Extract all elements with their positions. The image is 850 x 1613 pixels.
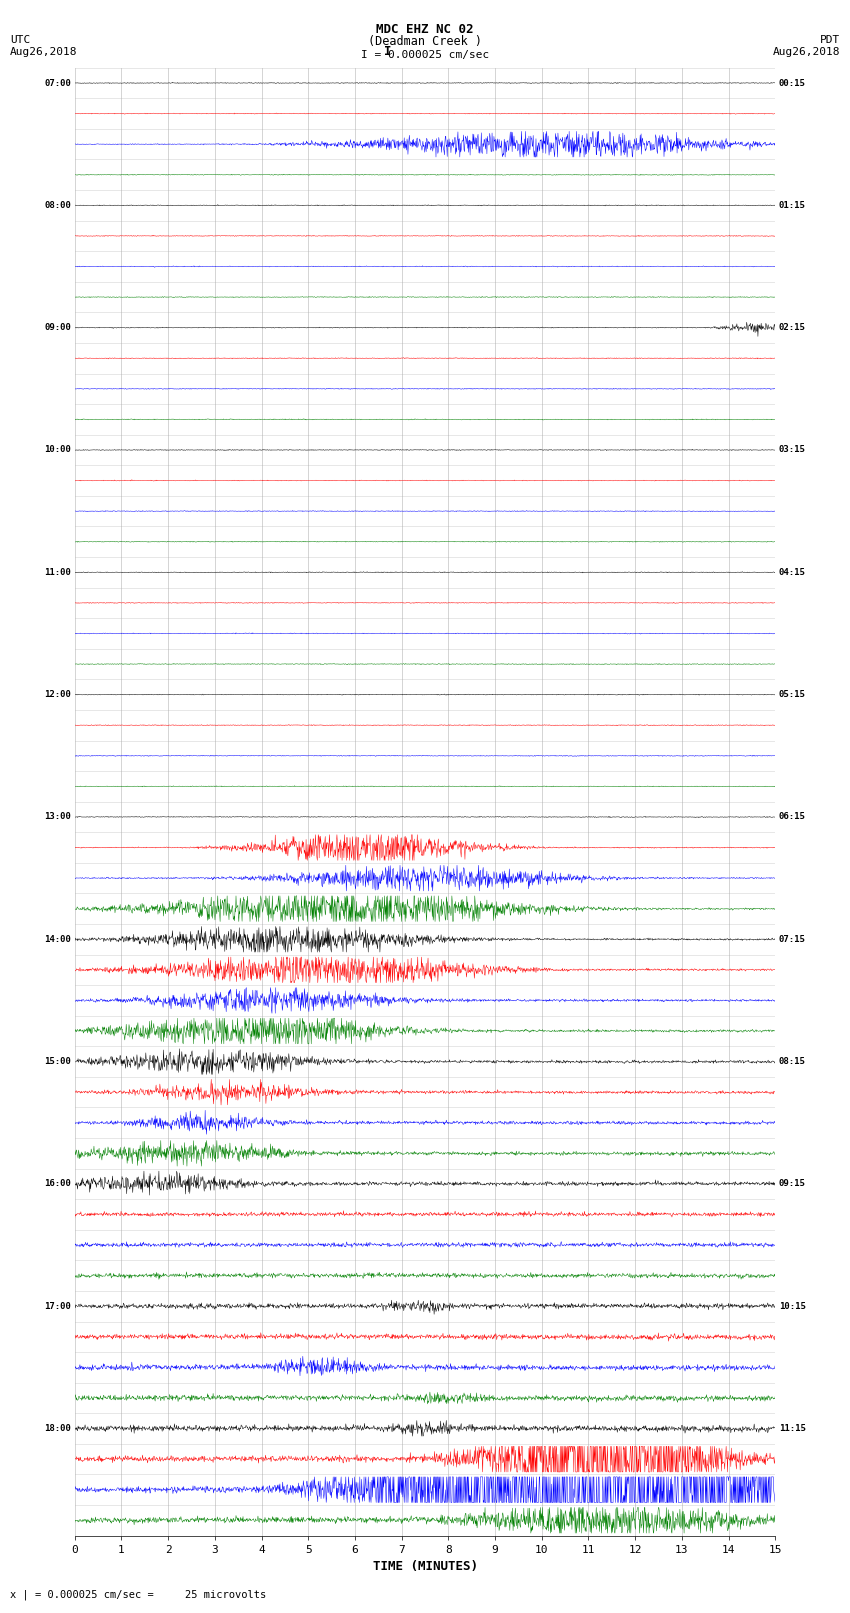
Text: 10:15: 10:15 [779,1302,806,1311]
Text: 10:00: 10:00 [44,445,71,455]
Text: 13:00: 13:00 [44,813,71,821]
Text: 16:00: 16:00 [44,1179,71,1189]
Text: 09:00: 09:00 [44,323,71,332]
Text: 08:15: 08:15 [779,1057,806,1066]
Text: MDC EHZ NC 02: MDC EHZ NC 02 [377,23,473,37]
Text: 12:00: 12:00 [44,690,71,698]
Text: 14:00: 14:00 [44,936,71,944]
Text: 06:15: 06:15 [779,813,806,821]
Text: 17:00: 17:00 [44,1302,71,1311]
Text: 07:15: 07:15 [779,936,806,944]
Text: 02:15: 02:15 [779,323,806,332]
Text: 00:15: 00:15 [779,79,806,87]
Text: 07:00: 07:00 [44,79,71,87]
Text: I: I [384,45,391,58]
Text: 18:00: 18:00 [44,1424,71,1432]
Text: (Deadman Creek ): (Deadman Creek ) [368,35,482,48]
Text: 01:15: 01:15 [779,202,806,210]
Text: 03:15: 03:15 [779,445,806,455]
Text: I = 0.000025 cm/sec: I = 0.000025 cm/sec [361,50,489,60]
Text: 04:15: 04:15 [779,568,806,577]
Text: 11:00: 11:00 [44,568,71,577]
Text: PDT
Aug26,2018: PDT Aug26,2018 [773,35,840,56]
Text: 11:15: 11:15 [779,1424,806,1432]
Text: 08:00: 08:00 [44,202,71,210]
X-axis label: TIME (MINUTES): TIME (MINUTES) [372,1560,478,1573]
Text: 05:15: 05:15 [779,690,806,698]
Text: 15:00: 15:00 [44,1057,71,1066]
Text: 09:15: 09:15 [779,1179,806,1189]
Text: x | = 0.000025 cm/sec =     25 microvolts: x | = 0.000025 cm/sec = 25 microvolts [10,1589,266,1600]
Text: UTC
Aug26,2018: UTC Aug26,2018 [10,35,77,56]
